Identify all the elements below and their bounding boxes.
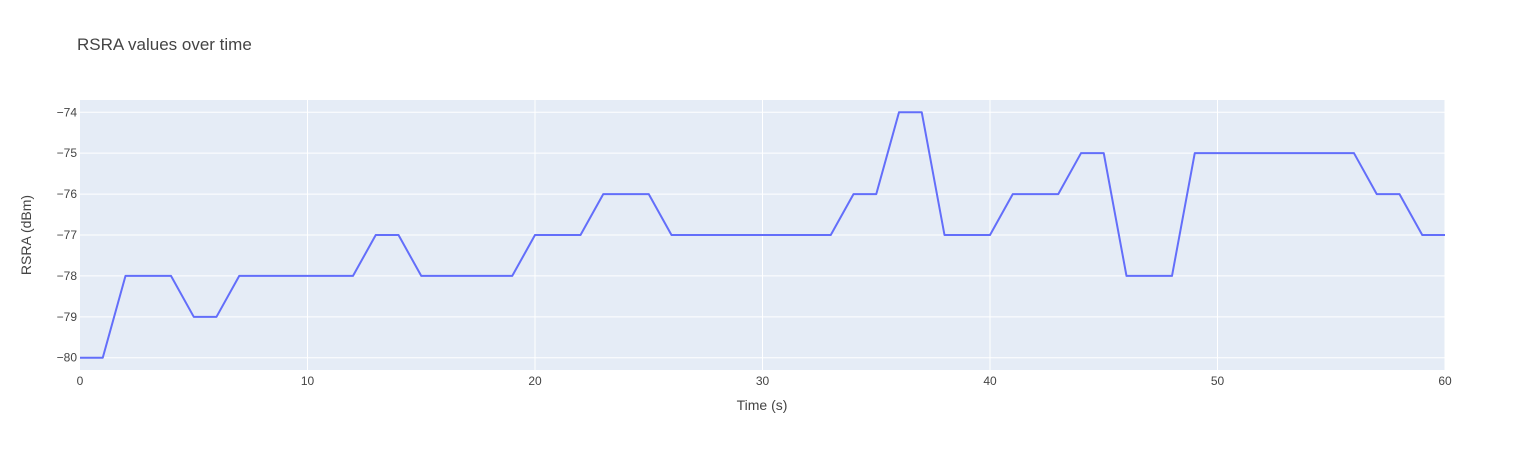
y-tick-label: −79 [57,310,78,324]
x-axis-ticks: 0 10 20 30 40 50 60 [77,374,1452,388]
x-tick-label: 30 [756,374,770,388]
y-axis-title: RSRA (dBm) [18,195,34,275]
x-axis-title: Time (s) [737,397,788,413]
chart-title: RSRA values over time [77,35,252,54]
y-tick-label: −78 [57,269,78,283]
y-tick-label: −74 [57,105,78,119]
series-layer [80,111,1445,359]
x-tick-label: 40 [983,374,997,388]
x-tick-label: 50 [1211,374,1225,388]
x-tick-label: 60 [1438,374,1452,388]
y-tick-label: −75 [57,146,78,160]
x-tick-label: 20 [528,374,542,388]
series-line [80,111,1445,359]
y-tick-label: −80 [57,351,78,365]
x-tick-label: 10 [301,374,315,388]
y-tick-label: −76 [57,187,78,201]
y-axis-ticks: −80 −79 −78 −77 −76 −75 −74 [57,105,78,364]
y-tick-label: −77 [57,228,78,242]
x-tick-label: 0 [77,374,84,388]
